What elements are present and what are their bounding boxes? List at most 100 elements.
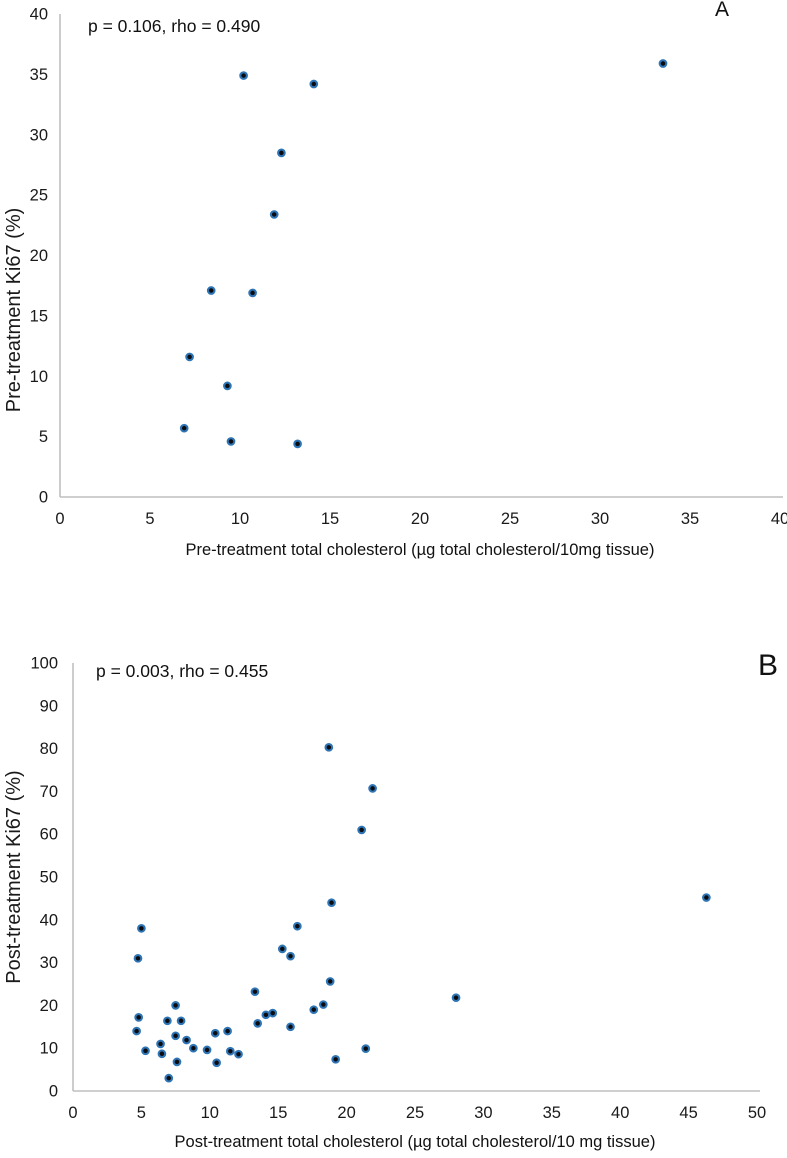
panel-label-a: A <box>714 0 729 21</box>
y-tick-label: 60 <box>40 826 58 844</box>
data-point <box>212 1058 221 1068</box>
data-point <box>202 1045 212 1055</box>
stats-annotation-a: p = 0.106, rho = 0.490 <box>88 16 261 36</box>
data-point <box>156 1039 165 1049</box>
panel-label-b: B <box>757 649 778 682</box>
x-tick-label: 35 <box>681 510 699 528</box>
y-tick-label: 70 <box>40 783 58 801</box>
y-tick-label: 0 <box>39 489 48 507</box>
data-point <box>164 1073 174 1083</box>
x-tick-label: 15 <box>269 1104 287 1122</box>
data-point <box>309 79 319 89</box>
x-tick-label: 5 <box>145 510 154 528</box>
x-tick-label: 45 <box>679 1104 697 1122</box>
data-point <box>277 148 286 158</box>
y-tick-label: 30 <box>30 126 48 144</box>
data-point <box>163 1016 172 1026</box>
data-point <box>368 784 377 793</box>
y-tick-label: 30 <box>40 954 58 972</box>
data-point <box>325 977 335 986</box>
y-tick-label: 80 <box>40 740 58 758</box>
data-point <box>132 1026 141 1036</box>
x-tick-label: 15 <box>321 510 339 528</box>
y-axis-title: Post-treatment Ki67 (%) <box>3 770 25 983</box>
y-tick-label: 10 <box>40 1040 58 1058</box>
x-tick-label: 10 <box>231 510 249 528</box>
data-point <box>141 1046 150 1056</box>
data-point <box>239 71 248 80</box>
data-point <box>223 381 232 391</box>
y-tick-label: 35 <box>30 66 48 84</box>
y-tick-label: 25 <box>30 187 48 205</box>
data-point <box>189 1043 198 1053</box>
data-point <box>269 210 279 219</box>
x-tick-label: 25 <box>501 510 519 528</box>
x-tick-label: 5 <box>137 1104 146 1122</box>
data-point <box>268 1008 278 1018</box>
x-tick-label: 35 <box>543 1104 561 1122</box>
x-axis-title-b: Post-treatment total cholesterol (µg tot… <box>174 1133 656 1151</box>
data-point <box>157 1049 167 1059</box>
y-tick-label: 10 <box>30 368 48 386</box>
data-point <box>133 953 143 963</box>
scatter-plot-a: 0 5 10 15 20 25 30 35 40 0 5 10 15 20 25 30 35 40 Pre-trea… <box>3 6 787 529</box>
x-tick-label: 30 <box>474 1104 492 1122</box>
data-point <box>293 439 302 449</box>
data-point <box>171 1001 180 1010</box>
data-point <box>309 1005 319 1015</box>
y-tick-label: 20 <box>40 997 58 1015</box>
x-tick-label: 30 <box>591 510 609 528</box>
x-tick-label: 10 <box>201 1104 219 1122</box>
data-point <box>331 1054 341 1064</box>
y-tick-label: 20 <box>30 247 48 265</box>
panel-b: 0 5 10 15 20 25 30 35 40 45 50 0 10 20 30 40 50 60 70 80 90 1… <box>0 583 787 1158</box>
data-point <box>293 921 302 931</box>
data-point <box>253 1019 263 1028</box>
data-point <box>171 1031 180 1041</box>
data-point <box>226 437 236 446</box>
data-point <box>176 1016 186 1026</box>
data-point <box>286 1022 295 1032</box>
data-point <box>223 1026 232 1036</box>
data-point <box>134 1013 144 1022</box>
data-point <box>185 352 194 362</box>
y-tick-label: 15 <box>30 307 48 325</box>
data-point <box>277 944 287 954</box>
data-point <box>327 898 336 908</box>
data-point <box>250 987 260 997</box>
y-tick-label: 40 <box>30 6 48 24</box>
scatter-plot-b: 0 5 10 15 20 25 30 35 40 45 50 0 10 20 30 40 50 60 70 80 90 1… <box>3 655 766 1123</box>
x-axis-title-a: Pre-treatment total cholesterol (µg tota… <box>185 541 655 559</box>
x-tick-label: 20 <box>337 1104 355 1122</box>
data-point <box>324 742 334 752</box>
x-tick-label: 40 <box>611 1104 629 1122</box>
y-axis-title: Pre-treatment Ki67 (%) <box>3 208 25 413</box>
data-point <box>179 423 189 433</box>
x-tick-label: 20 <box>411 510 429 528</box>
data-point <box>702 893 711 902</box>
data-point <box>357 825 366 835</box>
y-tick-label: 0 <box>49 1083 58 1101</box>
data-point <box>234 1049 243 1059</box>
y-tick-label: 50 <box>40 869 58 887</box>
data-point <box>248 288 257 298</box>
stats-annotation-b: p = 0.003, rho = 0.455 <box>96 661 269 681</box>
data-point <box>225 1046 235 1056</box>
data-point <box>658 59 668 68</box>
y-tick-label: 90 <box>40 697 58 715</box>
data-point <box>261 1010 271 1020</box>
data-point <box>137 924 146 933</box>
data-point <box>206 286 216 295</box>
data-point <box>361 1044 371 1053</box>
y-tick-label: 40 <box>40 911 58 929</box>
data-point <box>318 1000 328 1009</box>
x-tick-label: 40 <box>771 510 787 528</box>
panel-a: 0 5 10 15 20 25 30 35 40 0 5 10 15 20 25 30 35 40 Pre-trea… <box>3 0 787 559</box>
x-tick-label: 50 <box>748 1104 766 1122</box>
data-point <box>182 1035 191 1045</box>
data-point <box>286 951 295 961</box>
x-tick-label: 0 <box>68 1104 77 1122</box>
y-tick-label: 100 <box>30 655 58 673</box>
x-tick-label: 25 <box>406 1104 424 1122</box>
